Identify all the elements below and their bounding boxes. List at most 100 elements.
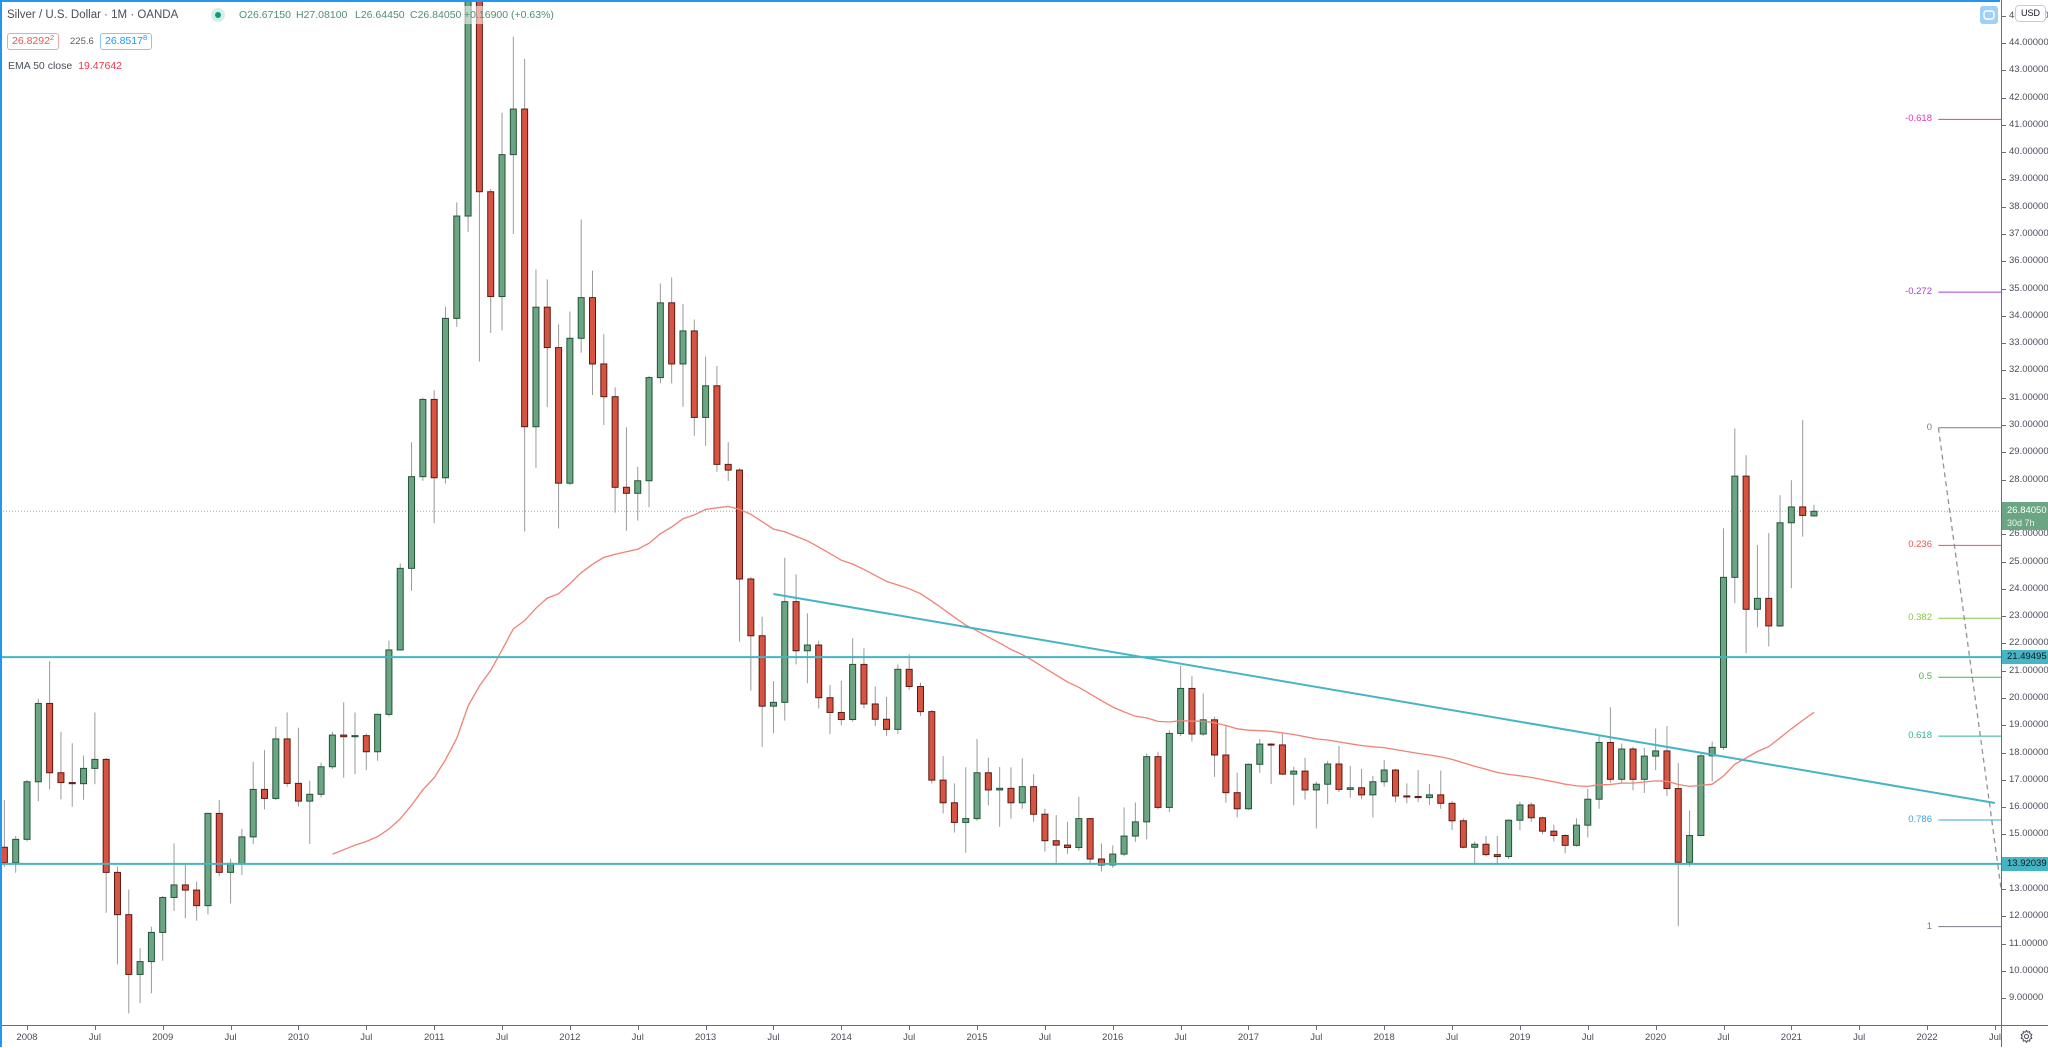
candle-body-down xyxy=(622,486,630,494)
candle-body-up xyxy=(1776,522,1784,627)
time-tick-label: 2013 xyxy=(695,1032,717,1043)
candle xyxy=(849,638,857,722)
gear-icon[interactable] xyxy=(2019,1029,2034,1044)
candle-body-down xyxy=(837,711,845,721)
last-price-label: 26.84050 30d 7h xyxy=(2002,502,2048,531)
candle-body-up xyxy=(1584,798,1592,826)
price-tick-label: 39.00000 xyxy=(2009,173,2048,185)
horizontal-line-price-label: 21.49495 xyxy=(2002,650,2048,665)
price-tick-mark xyxy=(2002,152,2006,154)
candle xyxy=(1086,818,1094,864)
time-tick-mark xyxy=(298,1026,300,1030)
time-tick-label: Jul xyxy=(1038,1032,1051,1043)
candle-body-down xyxy=(1064,844,1072,849)
candle xyxy=(1527,802,1535,822)
candle xyxy=(1663,726,1671,796)
time-tick-mark xyxy=(502,1026,504,1030)
candle-body-up xyxy=(1572,824,1580,846)
candle-body-up xyxy=(566,337,574,484)
candle-body-up xyxy=(453,215,461,319)
candle xyxy=(12,836,20,873)
price-tick-label: 44.00000 xyxy=(2009,37,2048,48)
candle xyxy=(1097,843,1105,872)
candle xyxy=(1380,759,1388,787)
price-tick-mark xyxy=(2002,916,2006,918)
time-tick-mark xyxy=(705,1026,707,1030)
candle-body-down xyxy=(1097,858,1105,866)
trendline[interactable] xyxy=(773,593,1996,805)
symbol-legend[interactable]: Silver / U.S. Dollar · 1M · OANDA O26.67… xyxy=(5,6,556,24)
price-tick-mark xyxy=(2002,670,2006,672)
candle xyxy=(0,800,8,867)
candle xyxy=(238,828,246,876)
candle xyxy=(1018,758,1026,809)
candle-body-up xyxy=(249,788,257,838)
price-tick-mark xyxy=(2002,752,2006,754)
price-chart-canvas[interactable] xyxy=(0,0,2001,1025)
price-tick-mark xyxy=(2002,97,2006,99)
candle xyxy=(724,442,732,482)
candle-body-down xyxy=(1086,818,1094,860)
sell-bid-button[interactable]: 26.82922 xyxy=(7,33,60,50)
time-tick-mark xyxy=(1248,1026,1250,1030)
time-axis[interactable]: 2008 Jul 2009 Jul 2010 Jul 2011 Jul 2012 Jul 2013 J… xyxy=(0,1025,2001,1048)
fib-trend-line[interactable] xyxy=(1937,427,2001,927)
symbol-title[interactable]: Silver / U.S. Dollar · 1M · OANDA xyxy=(7,9,179,21)
time-tick-mark xyxy=(1044,1026,1046,1030)
candle xyxy=(1459,818,1467,849)
candle xyxy=(996,767,1004,827)
candle-body-down xyxy=(1561,835,1569,846)
candle-body-down xyxy=(1403,795,1411,798)
candle xyxy=(125,889,133,1014)
candle xyxy=(690,319,698,436)
candle-body-up xyxy=(1369,781,1377,796)
fib-level-label: 0.5 xyxy=(1918,671,1932,683)
candlestick-series xyxy=(0,0,1818,1014)
candle-body-up xyxy=(894,668,902,730)
time-tick-mark xyxy=(1384,1026,1386,1030)
candle-body-up xyxy=(396,567,404,651)
ema-50-line[interactable] xyxy=(332,505,1815,855)
price-tick-label: 26.00000 xyxy=(2009,528,2048,540)
time-tick-label: 2018 xyxy=(1373,1032,1395,1043)
candle-body-down xyxy=(1527,804,1535,819)
candle-body-up xyxy=(351,735,359,738)
candle xyxy=(600,334,608,426)
market-open-status-icon[interactable] xyxy=(211,8,225,22)
candle-body-down xyxy=(939,779,947,804)
candle xyxy=(1550,824,1558,842)
candle-body-up xyxy=(962,818,970,823)
candle-body-down xyxy=(521,108,529,428)
candle-body-down xyxy=(1414,795,1422,799)
price-tick-label: 13.00000 xyxy=(2009,883,2048,894)
candle xyxy=(1561,834,1569,854)
candle xyxy=(1244,763,1252,810)
time-tick-mark xyxy=(162,1026,164,1030)
time-tick-mark xyxy=(1452,1026,1454,1030)
buy-ask-button[interactable]: 26.85178 xyxy=(100,33,153,50)
candle-body-up xyxy=(136,961,144,975)
maximize-chart-button[interactable] xyxy=(1980,6,1998,24)
candle xyxy=(837,680,845,726)
chart-pane[interactable]: Silver / U.S. Dollar · 1M · OANDA O26.67… xyxy=(0,0,2001,1025)
price-tick-label: 21.00000 xyxy=(2009,664,2048,676)
candle xyxy=(1742,455,1750,654)
indicator-legend-ema[interactable]: EMA 50 close 19.47642 xyxy=(8,56,122,72)
candle xyxy=(1471,841,1479,864)
horizontal-lines[interactable] xyxy=(0,656,2001,865)
candle-body-down xyxy=(1233,792,1241,810)
time-tick-mark xyxy=(1587,1026,1589,1030)
price-tick-label: 29.00000 xyxy=(2009,446,2048,458)
candle-body-up xyxy=(1640,755,1648,780)
price-tick-label: 33.00000 xyxy=(2009,337,2048,349)
candle-body-up xyxy=(803,644,811,652)
candle xyxy=(679,303,687,407)
currency-badge[interactable]: USD xyxy=(2015,5,2046,22)
candle-body-down xyxy=(724,463,732,471)
candle xyxy=(1392,768,1400,803)
fib-retracement[interactable] xyxy=(1937,118,2001,928)
price-tick-label: 40.00000 xyxy=(2009,146,2048,158)
candle xyxy=(430,390,438,524)
candle-body-up xyxy=(147,931,155,963)
price-axis[interactable]: 45.0000044.0000043.0000042.0000041.00000… xyxy=(2001,0,2048,1025)
